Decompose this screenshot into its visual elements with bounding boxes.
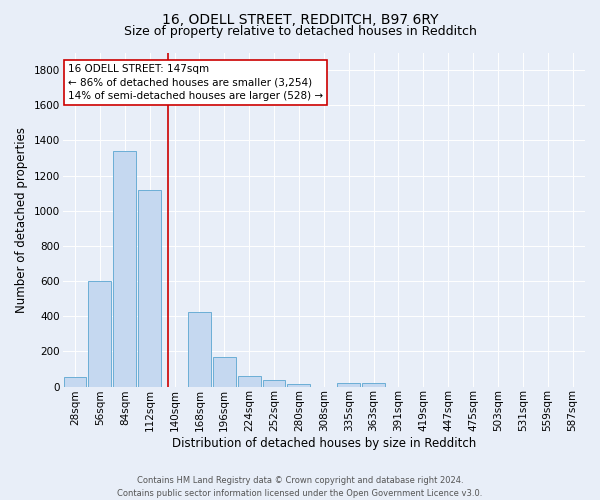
Text: 16, ODELL STREET, REDDITCH, B97 6RY: 16, ODELL STREET, REDDITCH, B97 6RY <box>162 12 438 26</box>
Bar <box>238 376 260 386</box>
Bar <box>88 281 112 386</box>
Bar <box>362 383 385 386</box>
Bar <box>213 356 236 386</box>
Bar <box>337 383 360 386</box>
Bar <box>188 312 211 386</box>
Text: 16 ODELL STREET: 147sqm
← 86% of detached houses are smaller (3,254)
14% of semi: 16 ODELL STREET: 147sqm ← 86% of detache… <box>68 64 323 100</box>
Bar <box>138 190 161 386</box>
Y-axis label: Number of detached properties: Number of detached properties <box>15 126 28 312</box>
Bar <box>113 151 136 386</box>
Bar <box>287 384 310 386</box>
Text: Size of property relative to detached houses in Redditch: Size of property relative to detached ho… <box>124 25 476 38</box>
Bar <box>64 377 86 386</box>
Text: Contains HM Land Registry data © Crown copyright and database right 2024.
Contai: Contains HM Land Registry data © Crown c… <box>118 476 482 498</box>
X-axis label: Distribution of detached houses by size in Redditch: Distribution of detached houses by size … <box>172 437 476 450</box>
Bar <box>263 380 286 386</box>
